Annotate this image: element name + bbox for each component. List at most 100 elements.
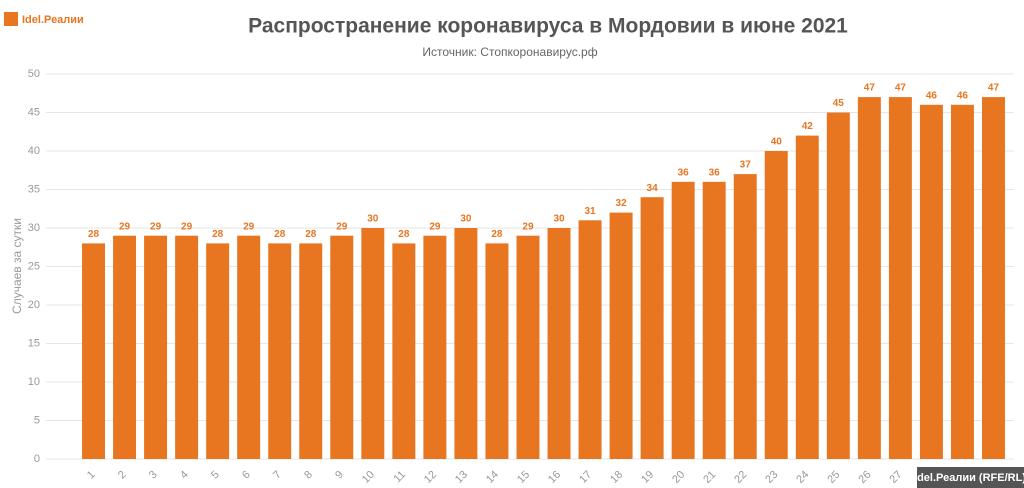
value-label: 29 [522, 221, 534, 232]
bar [609, 212, 633, 459]
x-tick-label: 1 [85, 469, 98, 482]
value-label: 47 [864, 83, 876, 94]
value-label: 30 [367, 214, 379, 225]
bar [454, 228, 478, 459]
bar [857, 97, 881, 459]
x-tick-label: 25 [825, 469, 842, 486]
value-label: 32 [616, 198, 628, 209]
value-label: 47 [988, 83, 1000, 94]
bar [578, 220, 602, 459]
y-tick-label: 50 [28, 68, 40, 80]
value-label: 34 [647, 183, 659, 194]
value-label: 28 [212, 229, 224, 240]
x-tick-label: 3 [147, 469, 160, 482]
value-label: 30 [460, 214, 472, 225]
value-label: 29 [181, 221, 193, 232]
x-tick-label: 5 [209, 469, 222, 482]
value-label: 45 [833, 98, 845, 109]
bar [330, 235, 354, 459]
y-tick-label: 40 [28, 145, 40, 157]
bar [206, 243, 230, 459]
value-label: 29 [243, 221, 255, 232]
bar [237, 235, 261, 459]
x-tick-label: 4 [178, 469, 191, 482]
value-label: 28 [491, 229, 503, 240]
y-axis-label: Случаев за сутки [10, 218, 24, 314]
x-tick-label: 24 [794, 469, 811, 486]
x-tick-label: 19 [639, 469, 656, 486]
x-tick-label: 13 [453, 469, 470, 486]
value-label: 29 [119, 221, 131, 232]
bar [826, 112, 850, 459]
bar [144, 235, 168, 459]
bar [113, 235, 137, 459]
y-tick-label: 35 [28, 183, 40, 195]
x-tick-label: 8 [302, 469, 315, 482]
bar [485, 243, 509, 459]
bar [175, 235, 199, 459]
y-tick-label: 15 [28, 337, 40, 349]
x-tick-label: 12 [422, 469, 439, 486]
bar [950, 104, 974, 460]
bar [423, 235, 447, 459]
x-tick-label: 21 [701, 469, 718, 486]
x-tick-label: 17 [577, 469, 594, 486]
x-tick-label: 22 [732, 469, 749, 486]
value-label: 36 [678, 167, 690, 178]
bar [361, 228, 385, 459]
chart-title: Распространение коронавируса в Мордовии … [248, 15, 848, 38]
value-label: 28 [88, 229, 100, 240]
value-label: 37 [740, 160, 752, 171]
value-label: 29 [429, 221, 441, 232]
bar [516, 235, 540, 459]
bar [733, 174, 757, 459]
credit-box [917, 467, 1024, 488]
bar [888, 97, 912, 459]
value-label: 30 [553, 214, 565, 225]
y-tick-label: 0 [34, 453, 40, 465]
x-tick-label: 14 [484, 469, 501, 486]
value-label: 47 [895, 83, 907, 94]
x-tick-label: 9 [333, 469, 346, 482]
y-tick-label: 45 [28, 106, 40, 118]
x-tick-label: 23 [763, 469, 780, 486]
value-label: 36 [709, 167, 721, 178]
value-label: 29 [150, 221, 162, 232]
bar [764, 151, 788, 459]
chart-subtitle: Источник: Стопкоронавирус.рф [422, 45, 597, 59]
value-label: 29 [336, 221, 348, 232]
bar [299, 243, 323, 459]
x-tick-label: 27 [887, 469, 904, 486]
bar [671, 181, 695, 460]
bar [982, 97, 1005, 459]
value-label: 28 [274, 229, 286, 240]
value-label: 46 [926, 90, 938, 101]
bar [919, 104, 943, 460]
x-tick-label: 11 [391, 469, 408, 486]
y-tick-label: 20 [28, 299, 40, 311]
logo-icon [4, 12, 18, 26]
x-tick-label: 18 [608, 469, 625, 486]
y-tick-label: 5 [34, 414, 40, 426]
x-tick-label: 16 [546, 469, 563, 486]
bar [702, 181, 726, 460]
credit: Idel.Реалии (RFE/RL) [914, 472, 1024, 484]
value-label: 40 [771, 137, 783, 148]
value-label: 42 [802, 121, 814, 132]
value-label: 31 [584, 206, 596, 217]
x-tick-label: 26 [856, 469, 873, 486]
value-label: 46 [957, 90, 969, 101]
bar [268, 243, 292, 459]
x-tick-label: 2 [116, 469, 129, 482]
value-label: 28 [398, 229, 410, 240]
bar [392, 243, 416, 459]
x-tick-label: 20 [670, 469, 687, 486]
x-tick-label: 15 [515, 469, 532, 486]
x-tick-label: 7 [271, 469, 284, 482]
x-tick-label: 10 [360, 469, 377, 486]
bar [547, 228, 571, 459]
y-tick-label: 25 [28, 260, 40, 272]
y-tick-label: 30 [28, 222, 40, 234]
